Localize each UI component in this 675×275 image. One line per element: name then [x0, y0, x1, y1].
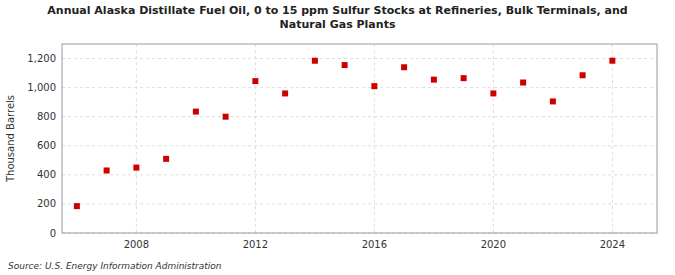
title: Annual Alaska Distillate Fuel Oil, 0 to …	[47, 4, 627, 31]
y-grid-line	[62, 87, 657, 88]
y-grid-line	[62, 203, 657, 204]
point	[193, 109, 199, 115]
point	[401, 64, 407, 70]
x-tick-label: 2008	[124, 239, 149, 250]
x-tick-label: 2020	[481, 239, 506, 250]
point	[104, 167, 110, 173]
y-grid-line	[62, 116, 657, 117]
title-line: Natural Gas Plants	[280, 18, 396, 31]
x-tick-label: 2012	[243, 239, 268, 250]
ticks: 0 200 400 600 800 1,000 1,200 2008 2012 2016 2020 2…	[27, 53, 625, 250]
x-grid-line	[612, 44, 613, 233]
x-tick-label: 2024	[600, 239, 625, 250]
point	[520, 80, 526, 86]
point	[461, 75, 467, 81]
point	[74, 203, 80, 209]
y-tick-label: 200	[37, 198, 56, 209]
point	[342, 62, 348, 68]
y-tick-label: 600	[37, 140, 56, 151]
plot-frame	[62, 44, 657, 233]
point	[371, 83, 377, 89]
title-line: Annual Alaska Distillate Fuel Oil, 0 to …	[47, 4, 627, 17]
point	[580, 72, 586, 78]
point	[312, 58, 318, 64]
points	[74, 58, 616, 209]
y-grid-line	[62, 174, 657, 175]
y-grid-line	[62, 145, 657, 146]
point	[550, 98, 556, 104]
x-grid-line	[136, 44, 137, 233]
x-tick-label: 2016	[362, 239, 387, 250]
point	[223, 114, 229, 120]
source: Source: U.S. Energy Information Administ…	[8, 261, 222, 271]
y-tick-label: 400	[37, 169, 56, 180]
point	[133, 165, 139, 171]
x-grid-line	[374, 44, 375, 233]
point	[609, 58, 615, 64]
y-grid-line	[62, 58, 657, 59]
y-tick-label: 0	[50, 228, 56, 239]
x-grid-line	[493, 44, 494, 233]
y-tick-label: 1,000	[27, 82, 56, 93]
chart: Annual Alaska Distillate Fuel Oil, 0 to …	[0, 0, 675, 275]
point	[252, 78, 258, 84]
y-axis-label: Thousand Barrels	[5, 95, 16, 183]
point	[431, 77, 437, 83]
point	[282, 90, 288, 96]
grid	[62, 44, 657, 233]
point	[163, 156, 169, 162]
point	[490, 90, 496, 96]
y-tick-label: 800	[37, 111, 56, 122]
y-tick-label: 1,200	[27, 53, 56, 64]
x-grid-line	[255, 44, 256, 233]
